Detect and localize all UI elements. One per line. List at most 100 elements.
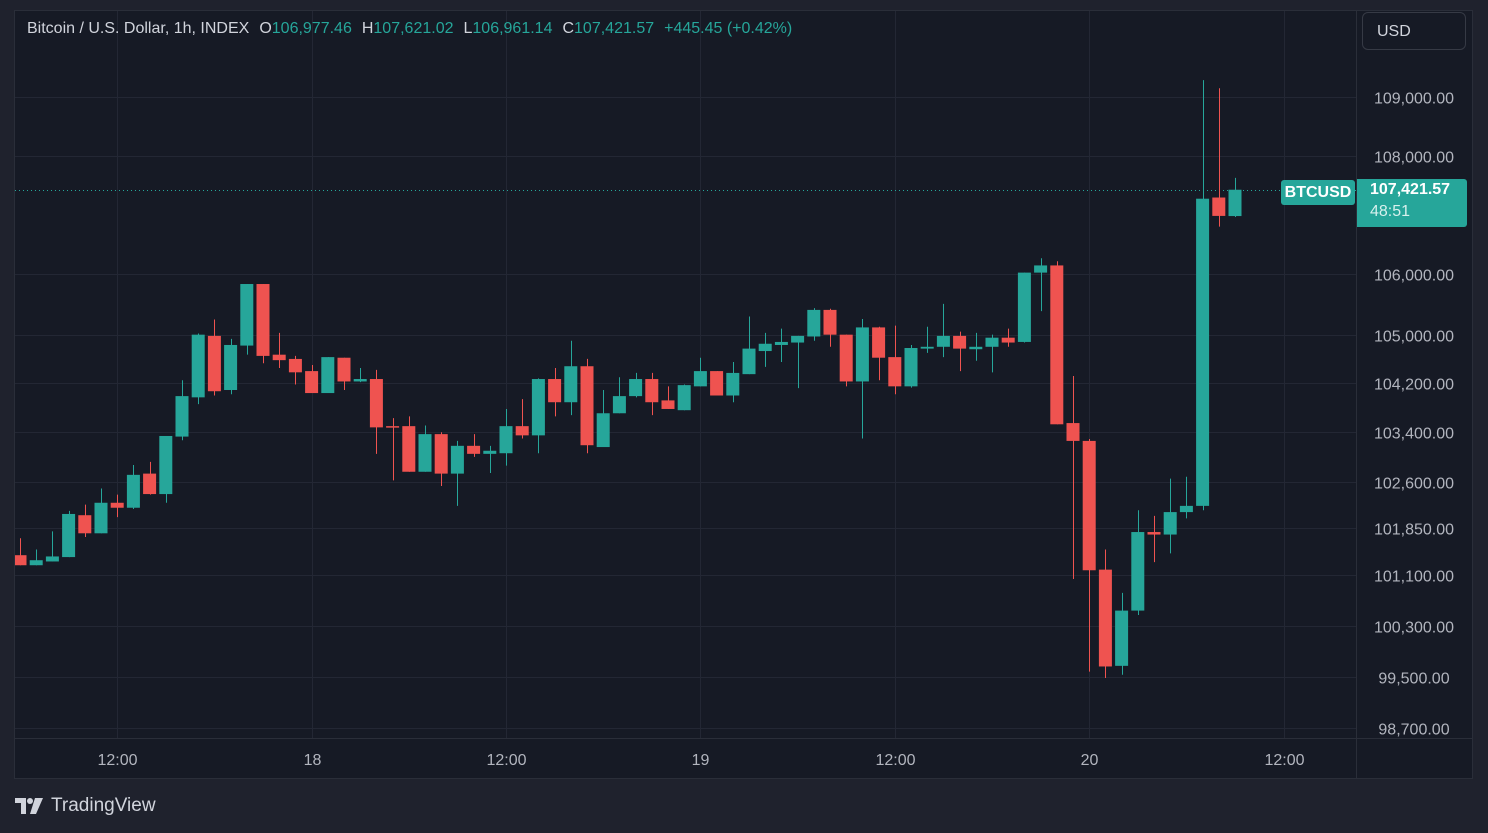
time-axis[interactable]: 12:00 18 12:00 19 12:00 20 12:00	[97, 752, 1304, 769]
candle-down[interactable]	[386, 418, 400, 481]
candle-up[interactable]	[855, 318, 869, 439]
candle-down[interactable]	[337, 357, 351, 391]
currency-button[interactable]: USD	[1362, 12, 1466, 50]
candle-up[interactable]	[159, 435, 173, 503]
candle-up[interactable]	[969, 332, 983, 361]
candle-body	[985, 337, 999, 347]
candle-up[interactable]	[1196, 80, 1210, 511]
candle-up[interactable]	[29, 549, 43, 566]
candle-down[interactable]	[1098, 549, 1112, 678]
candle-up[interactable]	[904, 344, 918, 388]
candle-up[interactable]	[596, 390, 610, 448]
candle-down[interactable]	[305, 365, 319, 394]
candle-down[interactable]	[710, 371, 724, 396]
candle-up[interactable]	[62, 510, 76, 558]
candle-down[interactable]	[1082, 439, 1096, 672]
candle-up[interactable]	[94, 488, 108, 534]
candle-down[interactable]	[143, 461, 157, 495]
symbol-title[interactable]: Bitcoin / U.S. Dollar, 1h, INDEX	[27, 20, 250, 37]
candle-down[interactable]	[953, 331, 967, 372]
candle-up[interactable]	[1228, 177, 1242, 218]
candle-up[interactable]	[1034, 258, 1048, 312]
price-axis[interactable]: 109,000.00 108,000.00 106,000.00 105,000.00…	[1374, 91, 1454, 739]
candle-up[interactable]	[1115, 592, 1129, 675]
candle-up[interactable]	[791, 335, 805, 389]
candle-down[interactable]	[110, 494, 124, 518]
candle-up[interactable]	[1179, 476, 1193, 519]
candle-up[interactable]	[936, 303, 950, 358]
candle-body	[823, 309, 837, 335]
candle-up[interactable]	[1131, 510, 1145, 616]
candle-body	[402, 426, 416, 472]
candle-up[interactable]	[693, 357, 707, 387]
candle-down[interactable]	[515, 399, 529, 439]
candle-down[interactable]	[272, 332, 286, 369]
candle-up[interactable]	[483, 445, 497, 473]
candle-body	[807, 309, 821, 337]
time-tick-label: 19	[692, 752, 710, 769]
candle-down[interactable]	[1050, 261, 1064, 425]
candle-down[interactable]	[645, 372, 659, 416]
candle-up[interactable]	[321, 357, 335, 394]
candle-up[interactable]	[629, 372, 643, 398]
candle-up[interactable]	[353, 368, 367, 383]
candle-body	[596, 413, 610, 448]
candle-up[interactable]	[677, 384, 691, 411]
candle-up[interactable]	[418, 425, 432, 472]
candle-up[interactable]	[45, 531, 59, 562]
candle-down[interactable]	[207, 319, 221, 396]
candle-up[interactable]	[191, 333, 205, 405]
candle-down[interactable]	[580, 358, 594, 454]
candle-down[interactable]	[1147, 515, 1161, 563]
candle-down[interactable]	[888, 325, 902, 395]
candle-down[interactable]	[14, 538, 27, 566]
candle-up[interactable]	[726, 361, 740, 403]
candle-down[interactable]	[1212, 88, 1226, 227]
candle-body	[159, 435, 173, 495]
candle-down[interactable]	[369, 369, 383, 454]
candle-down[interactable]	[288, 355, 302, 385]
candle-down[interactable]	[548, 368, 562, 417]
candle-up[interactable]	[807, 308, 821, 341]
candle-down[interactable]	[1066, 375, 1080, 580]
price-tick-label: 103,400.00	[1374, 426, 1454, 443]
candle-up[interactable]	[1017, 272, 1031, 343]
candle-up[interactable]	[126, 464, 140, 509]
candle-up[interactable]	[985, 334, 999, 373]
candle-down[interactable]	[256, 284, 270, 364]
candle-up[interactable]	[564, 340, 578, 416]
price-tick-label: 98,700.00	[1378, 722, 1449, 739]
candle-body	[272, 354, 286, 361]
candle-up[interactable]	[224, 338, 238, 395]
candle-up[interactable]	[531, 378, 545, 454]
candle-down[interactable]	[78, 504, 92, 538]
candle-up[interactable]	[1163, 478, 1177, 554]
candle-body	[612, 396, 626, 414]
price-tick-label: 109,000.00	[1374, 91, 1454, 108]
candle-up[interactable]	[920, 326, 934, 353]
candle-down[interactable]	[872, 326, 886, 381]
candle-body	[710, 371, 724, 396]
candle-down[interactable]	[434, 432, 448, 487]
candle-up[interactable]	[240, 284, 254, 355]
candle-body	[839, 334, 853, 382]
candle-down[interactable]	[823, 308, 837, 347]
candle-up[interactable]	[774, 328, 788, 362]
candle-down[interactable]	[661, 386, 675, 409]
time-tick-label: 12:00	[486, 752, 526, 769]
time-tick-label: 12:00	[875, 752, 915, 769]
candle-body	[256, 284, 270, 356]
tradingview-logo[interactable]: TradingView	[15, 795, 156, 817]
candle-down[interactable]	[1001, 328, 1015, 347]
candle-down[interactable]	[467, 434, 481, 457]
candle-up[interactable]	[612, 377, 626, 414]
price-axis-divider	[1356, 10, 1357, 779]
candle-down[interactable]	[839, 334, 853, 387]
candle-up[interactable]	[758, 332, 772, 367]
candle-up[interactable]	[175, 380, 189, 441]
candle-up[interactable]	[499, 408, 513, 466]
candle-up[interactable]	[450, 440, 464, 506]
candle-down[interactable]	[402, 416, 416, 472]
candle-up[interactable]	[742, 316, 756, 375]
